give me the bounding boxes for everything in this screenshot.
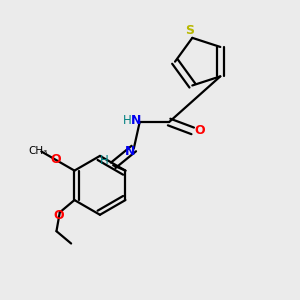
Text: O: O: [50, 153, 61, 166]
Text: O: O: [54, 209, 64, 222]
Text: N: N: [131, 114, 141, 127]
Text: H: H: [100, 154, 109, 167]
Text: S: S: [185, 24, 194, 37]
Text: CH₃: CH₃: [29, 146, 48, 156]
Text: O: O: [195, 124, 206, 137]
Text: N: N: [125, 145, 135, 158]
Text: H: H: [123, 114, 132, 127]
